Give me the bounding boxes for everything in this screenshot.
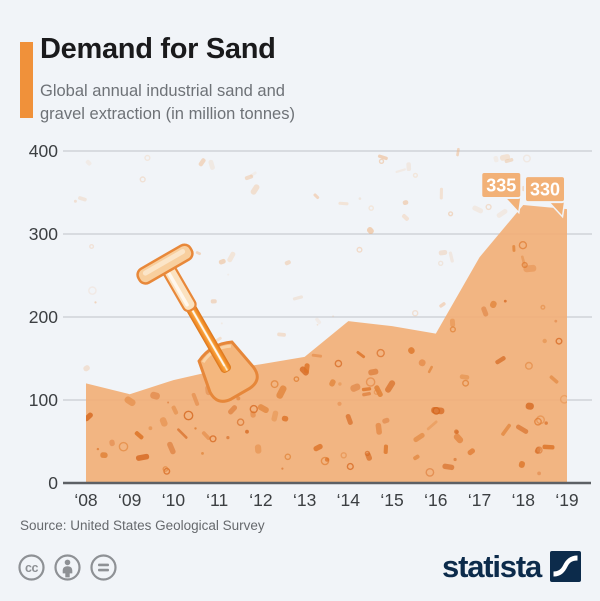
shovel-shaft-grip-highlight (167, 271, 189, 307)
svg-text:‘17: ‘17 (468, 490, 491, 510)
shovel-shaft-gleam (190, 308, 226, 367)
svg-text:‘11: ‘11 (206, 490, 228, 510)
callouts: 335 330 (480, 170, 566, 219)
svg-text:0: 0 (48, 473, 58, 493)
svg-text:‘14: ‘14 (337, 490, 361, 510)
x-axis-labels: ‘08 ‘09 ‘10 ‘11 ‘12 ‘13 ‘14 ‘15 ‘16 ‘17 ‘18 ‘19 (74, 490, 578, 510)
svg-text:‘08: ‘08 (74, 490, 97, 510)
equal-icon[interactable] (89, 553, 118, 582)
attribution-icon[interactable] (53, 553, 82, 582)
sand-particles-above (73, 147, 531, 372)
svg-text:‘15: ‘15 (380, 490, 403, 510)
svg-text:‘10: ‘10 (162, 490, 186, 510)
svg-text:cc: cc (25, 561, 38, 575)
statista-wordmark: statista (442, 549, 542, 584)
svg-text:‘18: ‘18 (512, 490, 535, 510)
sand-particles-inside (86, 240, 567, 477)
svg-text:200: 200 (29, 307, 58, 327)
svg-text:300: 300 (29, 224, 58, 244)
svg-text:400: 400 (29, 141, 58, 161)
chart-subtitle-line1: Global annual industrial sand and (40, 82, 285, 100)
y-axis-labels: 0 100 200 300 400 (29, 141, 58, 493)
svg-text:100: 100 (29, 390, 58, 410)
source-text: Source: United States Geological Survey (20, 518, 265, 533)
title-accent-bar (20, 42, 33, 118)
statista-logo[interactable]: statista (442, 551, 581, 582)
license-icons: cc (17, 553, 118, 582)
svg-text:‘12: ‘12 (249, 490, 272, 510)
svg-text:330: 330 (530, 180, 560, 200)
shovel-t-handle-highlight (142, 249, 186, 276)
shovel-illustration (136, 243, 259, 403)
statista-logo-mark (550, 551, 581, 582)
svg-text:‘19: ‘19 (555, 490, 578, 510)
svg-text:‘16: ‘16 (424, 490, 447, 510)
chart-subtitle-line2: gravel extraction (in million tonnes) (40, 104, 295, 123)
area-series (86, 204, 567, 483)
page-title: Demand for Sand (40, 33, 276, 65)
chart-subtitle: Global annual industrial sand and gravel … (40, 80, 295, 125)
svg-text:‘09: ‘09 (118, 490, 141, 510)
svg-text:335: 335 (486, 175, 516, 195)
cc-icon[interactable]: cc (17, 553, 46, 582)
svg-text:‘13: ‘13 (293, 490, 316, 510)
